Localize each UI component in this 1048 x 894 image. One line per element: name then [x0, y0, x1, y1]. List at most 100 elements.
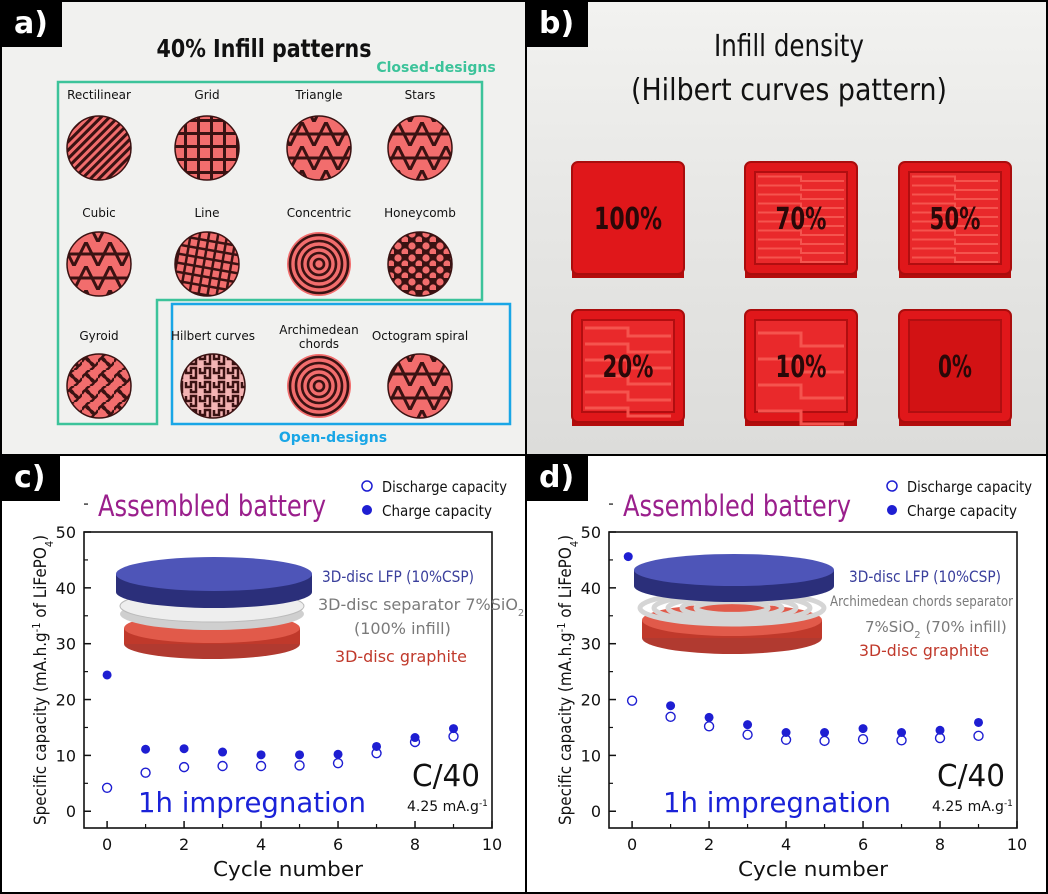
- legend-marker-discharge: [361, 480, 373, 492]
- panel-tag: d): [527, 456, 589, 501]
- panel-a: 40% Infill patterns Closed-designs Open-de…: [2, 2, 525, 454]
- lfp-disc-top: [116, 557, 312, 591]
- chart-heading: Assembled battery: [623, 489, 851, 523]
- infill-cube: [744, 309, 858, 426]
- x-tick-label: 2: [704, 835, 714, 854]
- charge-point: [295, 750, 305, 760]
- infill-sample: [174, 115, 240, 181]
- charge-point: [743, 720, 753, 730]
- discharge-point: [934, 732, 946, 744]
- y-tick-label: 40: [56, 579, 76, 598]
- layer-graphite: 3D-disc graphite: [859, 641, 989, 660]
- discharge-point: [819, 735, 830, 747]
- discharge-point: [703, 721, 715, 732]
- capacity-chart-d: Assembled battery Discharge capacity Charg…: [555, 478, 1033, 881]
- infill-cube: [898, 309, 1012, 426]
- y-tick-label: 20: [56, 691, 76, 710]
- plot-frame: [608, 531, 1018, 829]
- layer-graphite: 3D-disc graphite: [335, 647, 467, 666]
- x-tick-label: 0: [627, 835, 637, 854]
- panel-c: Assembled battery Discharge capacity Charg…: [2, 456, 525, 892]
- infill-density-figure: Infill density (Hilbert curves pattern) 10…: [571, 29, 1012, 426]
- pattern-label: Line: [194, 206, 219, 220]
- x-tick-label: 6: [333, 835, 343, 854]
- y-axis-label: Specific capacity (mA.h.g-1 of LiFePO4): [555, 535, 581, 825]
- rate-label: C/40: [937, 759, 1005, 794]
- pattern-label: chords: [299, 337, 339, 351]
- discharge-point: [332, 758, 344, 769]
- open-designs-label: Open-designs: [279, 430, 387, 446]
- layer-separator: Archimedean chords separator: [830, 594, 1013, 610]
- layer-lfp: 3D-disc LFP (10%CSP): [849, 567, 1001, 586]
- panel-d: Assembled battery Discharge capacity Charg…: [527, 456, 1046, 892]
- x-tick-label: 8: [410, 835, 420, 854]
- legend-marker-charge: [362, 505, 372, 515]
- rate-value: 4.25 mA.g-1: [932, 799, 1013, 815]
- pattern-label: Cubic: [82, 206, 116, 220]
- x-axis-label: Cycle number: [213, 857, 364, 881]
- y-tick-label: 30: [581, 635, 601, 654]
- panel-tag: a): [2, 2, 62, 47]
- y-axis-label: Specific capacity (mA.h.g-1 of LiFePO4): [30, 535, 56, 825]
- y-tick-label: 50: [581, 523, 601, 542]
- impregnation-label: 1h impregnation: [663, 786, 891, 819]
- rate-label: C/40: [412, 759, 480, 794]
- pattern-label: Rectilinear: [67, 88, 131, 102]
- pattern-label: Gyroid: [79, 329, 118, 343]
- charge-point: [858, 724, 868, 734]
- charge-point: [781, 727, 791, 737]
- x-tick-label: 2: [179, 835, 189, 854]
- legend-marker-discharge: [886, 480, 898, 492]
- charge-point: [179, 744, 189, 754]
- charge-point: [333, 749, 343, 759]
- cube-label: 70%: [776, 202, 827, 237]
- charge-point: [623, 552, 633, 562]
- discharge-point: [448, 731, 459, 742]
- panel-b-title-1: Infill density: [714, 29, 864, 64]
- x-tick-label: 4: [781, 835, 791, 854]
- infill-cube: [571, 309, 685, 426]
- closed-designs-border: [56, 80, 484, 426]
- y-tick-label: 50: [56, 523, 76, 542]
- capacity-chart-c: Assembled battery Discharge capacity Charg…: [30, 478, 525, 881]
- closed-designs-label: Closed-designs: [376, 60, 495, 76]
- layer-lfp: 3D-disc LFP (10%CSP): [322, 567, 474, 586]
- cube-label: 10%: [776, 350, 827, 385]
- pattern-label: Grid: [194, 88, 219, 102]
- layer-separator: 3D-disc separator 7%SiO2: [318, 595, 524, 619]
- infill-sample: [66, 231, 132, 297]
- charge-point: [974, 717, 984, 727]
- cube-label: 50%: [930, 202, 981, 237]
- discharge-point: [742, 729, 753, 740]
- legend-charge: Charge capacity: [907, 502, 1017, 520]
- discharge-point: [857, 734, 869, 745]
- chart-heading: Assembled battery: [98, 489, 326, 523]
- charge-point: [410, 733, 420, 743]
- discharge-point: [294, 760, 305, 771]
- x-tick-label: 4: [256, 835, 266, 854]
- panel-tag: c): [2, 456, 60, 501]
- y-tick-label: 10: [56, 746, 76, 765]
- charge-point: [218, 747, 228, 757]
- y-tick-label: 40: [581, 579, 601, 598]
- y-tick-label: 20: [581, 691, 601, 710]
- infill-sample: [387, 115, 453, 181]
- discharge-point: [255, 760, 267, 772]
- pattern-label: Archimedean: [279, 323, 358, 337]
- infill-cube: [898, 161, 1012, 278]
- infill-sample: [387, 353, 453, 419]
- panel-tag: b): [527, 2, 589, 47]
- y-tick-label: 10: [581, 746, 601, 765]
- infill-sample: [66, 115, 132, 181]
- layer-separator-infill: 7%SiO2 (70% infill): [865, 618, 1007, 641]
- infill-sample: [180, 353, 246, 419]
- infill-cube: [744, 161, 858, 278]
- charge-point: [935, 725, 945, 735]
- charge-point: [704, 712, 714, 722]
- x-tick-label: 6: [858, 835, 868, 854]
- legend-discharge: Discharge capacity: [907, 478, 1032, 496]
- y-tick-label: 0: [591, 802, 601, 821]
- discharge-point: [896, 735, 907, 746]
- legend-marker-charge: [887, 505, 897, 515]
